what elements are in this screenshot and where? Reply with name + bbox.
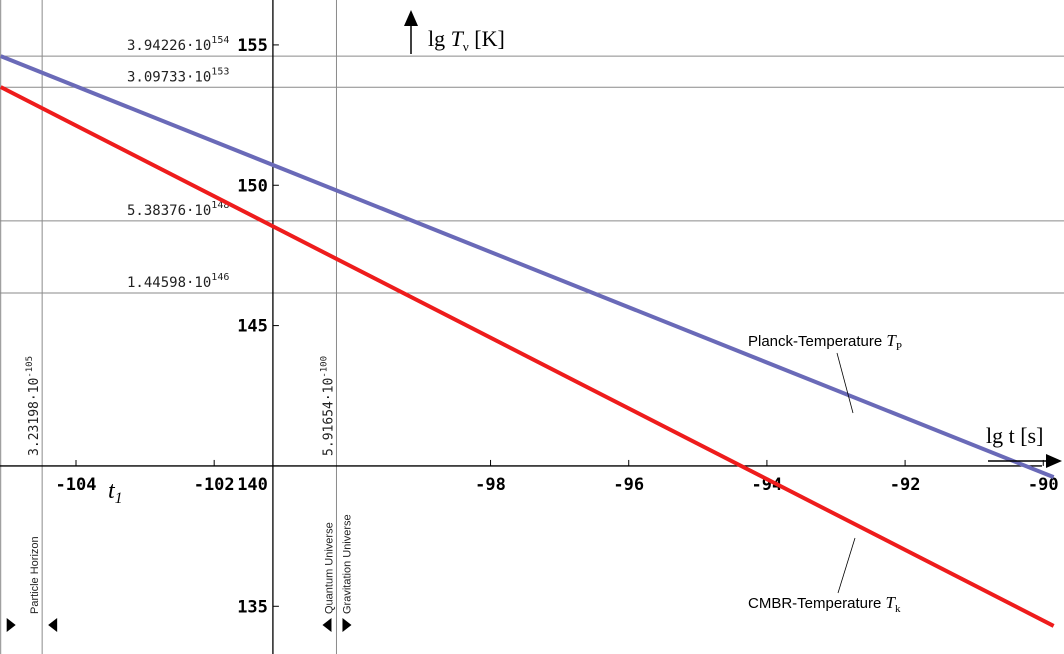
epoch-label: Gravitation Universe — [341, 514, 353, 614]
x-tick-label: -94 — [752, 475, 783, 495]
triangle-right-icon — [342, 618, 352, 632]
h-reference-label: 3.09733·10153 — [127, 66, 229, 85]
x-tick-label: -102 — [194, 475, 235, 495]
series-leader-line — [837, 537, 856, 594]
series-label: Planck-Temperature TP — [748, 331, 902, 353]
v-reference-label: 3.23198·10-105 — [25, 356, 42, 456]
h-reference-label: 3.94226·10154 — [127, 35, 229, 54]
h-reference-label: 1.44598·10146 — [127, 272, 229, 291]
triangle-left-icon — [48, 618, 58, 632]
y-tick-label: 145 — [237, 317, 268, 337]
triangle-left-icon — [322, 618, 332, 632]
triangle-right-icon — [6, 618, 16, 632]
x-tick-label: -104 — [56, 475, 97, 495]
x-tick-label: -92 — [890, 475, 921, 495]
x-tick-label: -96 — [613, 475, 644, 495]
y-tick-label: 135 — [237, 597, 268, 617]
t1-label: t1 — [108, 478, 123, 507]
series-leader-line — [836, 352, 854, 414]
planck-temperature-line — [0, 54, 1055, 480]
y-tick-label: 155 — [237, 36, 268, 56]
cmbr-temperature-line — [0, 85, 1055, 628]
x-tick-label: -98 — [475, 475, 506, 495]
arrow-right-icon — [1046, 454, 1062, 468]
h-reference-label: 5.38376·10148 — [127, 200, 229, 219]
epoch-label: Particle Horizon — [29, 536, 41, 614]
x-tick-label: -90 — [1028, 475, 1059, 495]
epoch-label: Quantum Universe — [323, 522, 335, 614]
x-axis-label: lg t [s] — [986, 423, 1043, 448]
y-tick-label: 140 — [237, 475, 268, 495]
y-tick-label: 150 — [237, 176, 268, 196]
arrow-up-icon — [404, 10, 418, 26]
v-reference-label: 8.07995·10-106 — [0, 356, 1, 456]
v-reference-label: 5.91654·10-100 — [319, 356, 336, 456]
series-label: CMBR-Temperature Tk — [748, 593, 901, 615]
y-axis-label: lg Tν [K] — [428, 26, 505, 54]
